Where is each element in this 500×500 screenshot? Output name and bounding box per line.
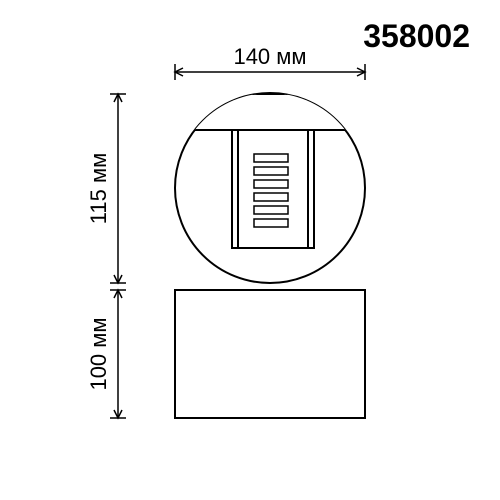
height-top-dimension-label: 115 мм (86, 153, 111, 224)
product-code: 358002 (363, 18, 470, 55)
width-dimension-label: 140 мм (233, 44, 306, 69)
height-bottom-dimension-label: 100 мм (86, 317, 111, 390)
dimension-drawing: 140 мм 115 мм 100 мм (0, 0, 500, 500)
